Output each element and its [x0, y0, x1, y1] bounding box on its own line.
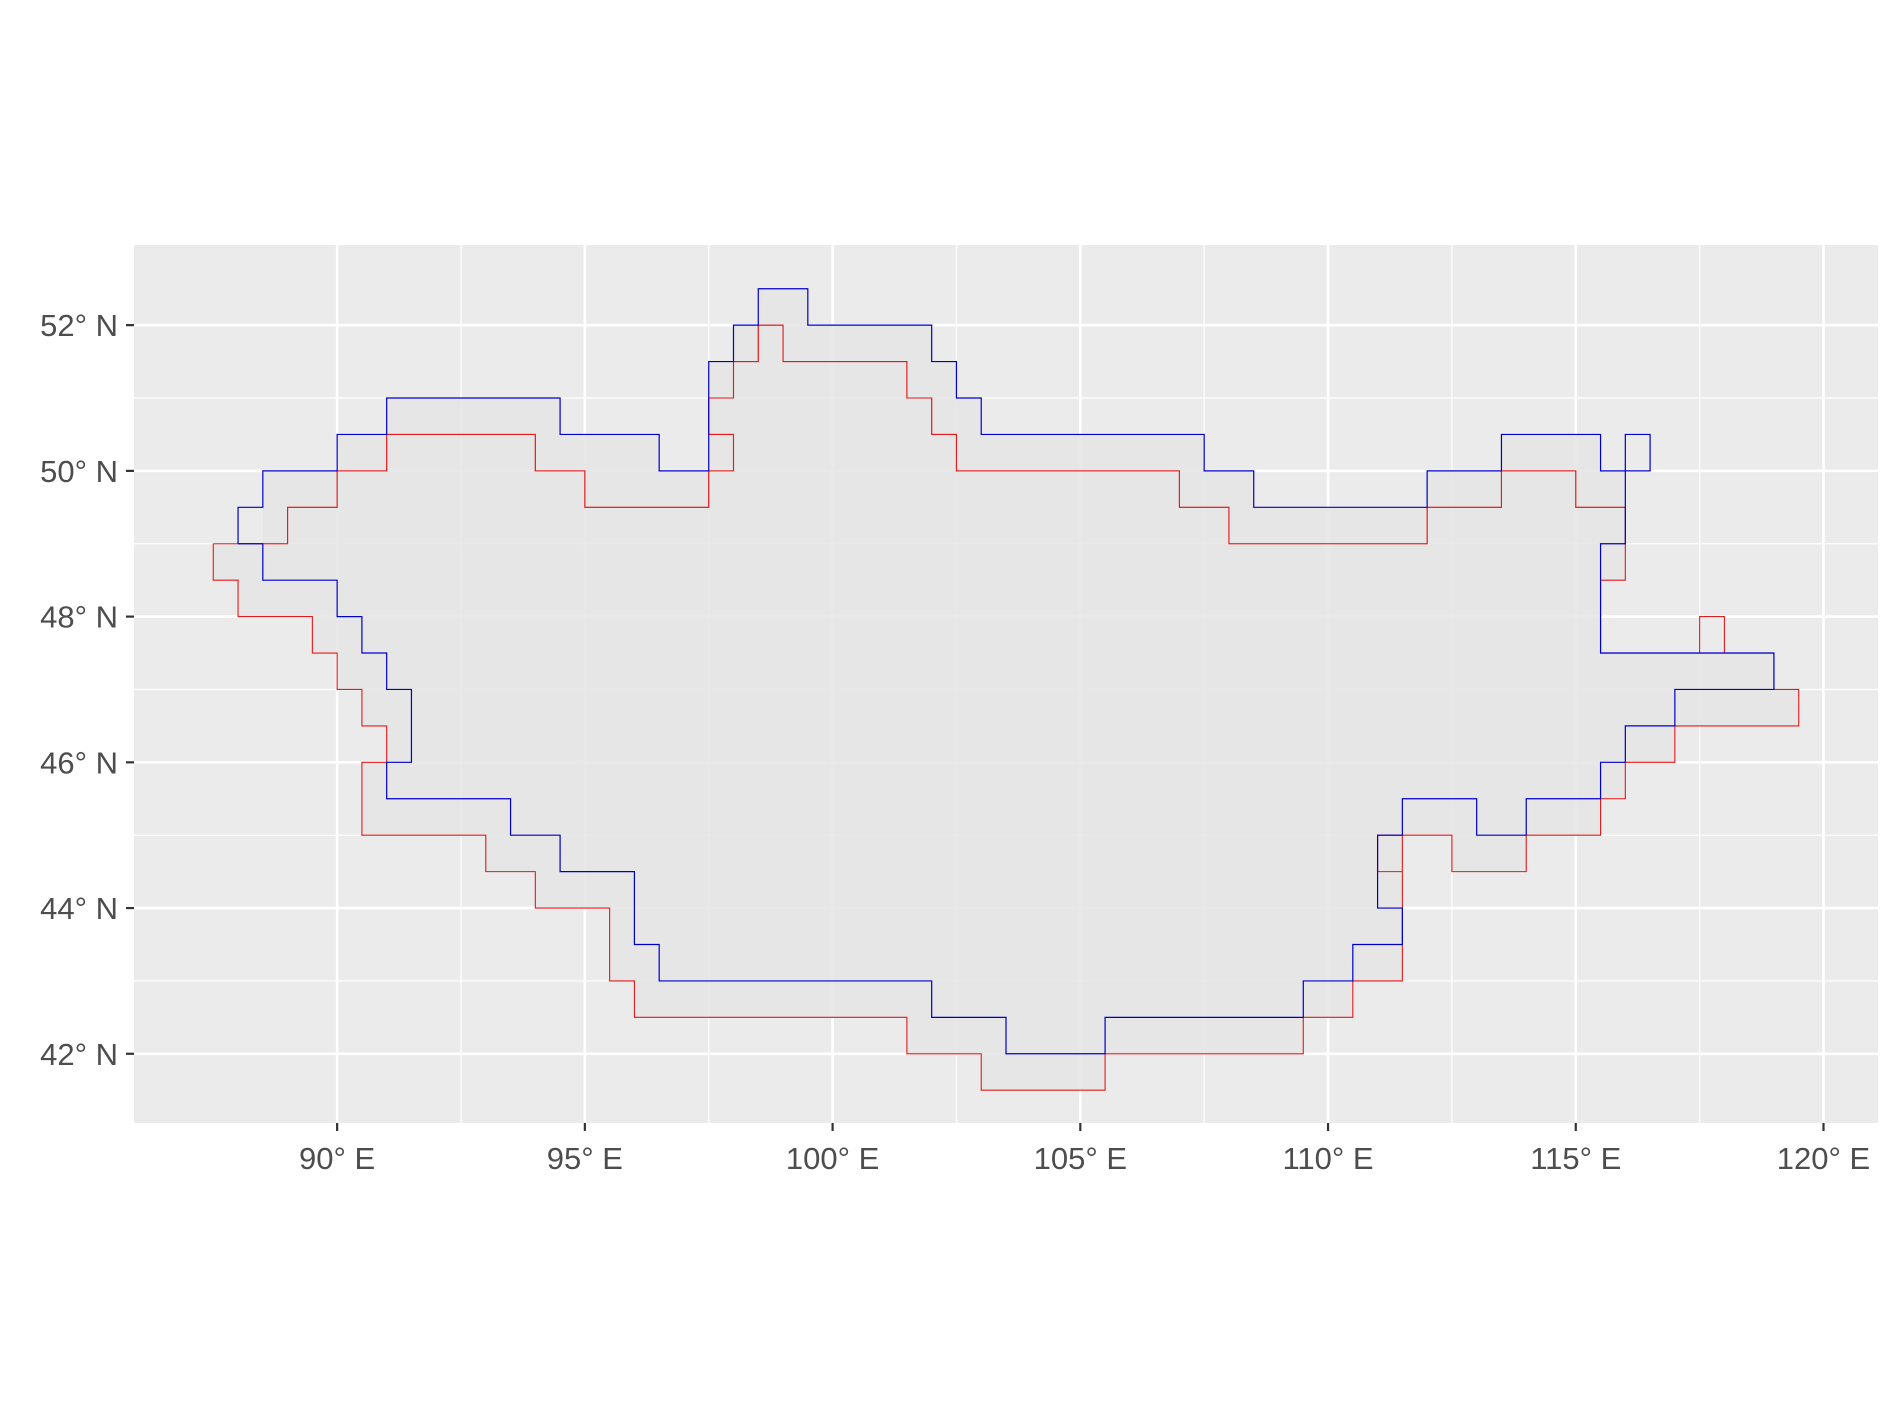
y-tick-label: 42° N: [40, 1037, 118, 1072]
y-tick-label: 52° N: [40, 308, 118, 343]
blue-grid-outline: [237, 288, 1775, 1055]
country-fill-area: [213, 288, 1799, 1091]
x-axis-ticks: 90° E 95° E 100° E 105° E 110° E 115° E 120° E: [299, 1123, 1870, 1176]
y-tick-label: 48° N: [40, 600, 118, 635]
x-tick-label: 105° E: [1034, 1141, 1127, 1176]
x-tick-label: 110° E: [1282, 1141, 1373, 1176]
x-tick-label: 95° E: [547, 1141, 623, 1176]
y-tick-label: 44° N: [40, 891, 118, 926]
x-tick-label: 115° E: [1530, 1141, 1621, 1176]
y-axis-ticks: 42° N 44° N 46° N 48° N 50° N 52° N: [40, 308, 134, 1072]
y-tick-label: 50° N: [40, 454, 118, 489]
x-tick-label: 100° E: [786, 1141, 879, 1176]
y-tick-label: 46° N: [40, 745, 118, 780]
x-tick-label: 120° E: [1777, 1141, 1870, 1176]
x-tick-label: 90° E: [299, 1141, 375, 1176]
